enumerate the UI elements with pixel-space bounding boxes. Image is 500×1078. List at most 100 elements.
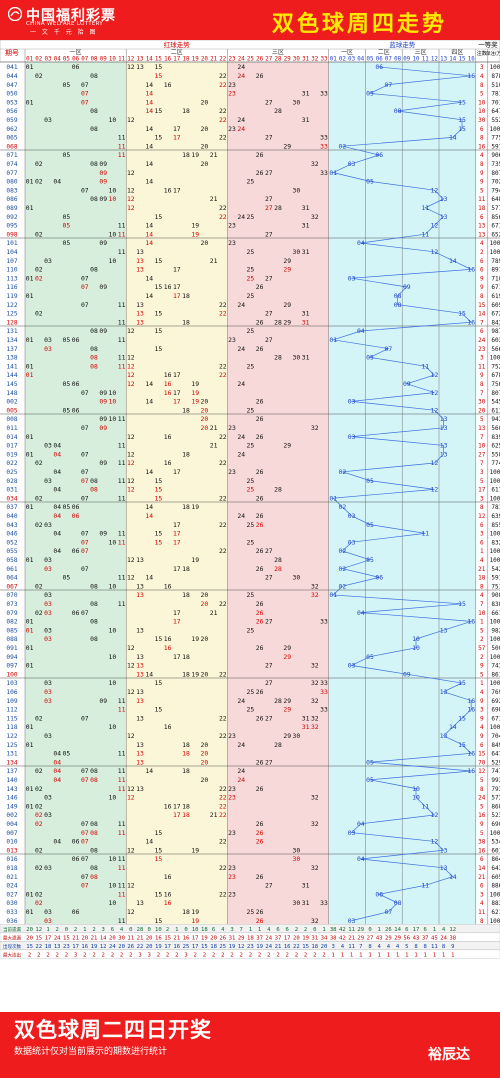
stats-value: 8 [414, 944, 418, 950]
red-ball: 13 [136, 310, 144, 318]
red-ball: 16 [164, 81, 172, 89]
red-ball: 21 [210, 442, 218, 450]
prize-amount: 769 [491, 689, 500, 696]
prize-count: 13 [478, 425, 486, 432]
red-ball: 12 [127, 846, 135, 854]
red-ball: 27 [265, 310, 273, 318]
period-number: 050 [6, 91, 17, 98]
prize-amount: 619 [491, 293, 500, 300]
red-col-head: 25 [247, 57, 254, 63]
stats-value: 37 [256, 935, 263, 941]
red-ball: 07 [81, 714, 89, 722]
red-ball: 01 [26, 503, 34, 511]
blue-ball: 05 [366, 354, 374, 362]
red-ball: 30 [293, 354, 301, 362]
red-ball: 12 [127, 450, 135, 458]
period-number: 056 [6, 108, 17, 115]
period-number: 074 [6, 161, 17, 168]
prize-amount: 591 [491, 575, 500, 582]
red-ball: 03 [44, 257, 52, 265]
red-ball: 16 [164, 433, 172, 441]
blue-ball: 11 [421, 230, 429, 238]
prize-count: 12 [478, 513, 486, 520]
blue-ball: 16 [467, 697, 475, 705]
red-ball: 32 [311, 697, 319, 705]
red-ball: 13 [136, 556, 144, 564]
red-ball: 15 [155, 486, 163, 494]
red-col-head: 26 [256, 57, 263, 63]
footer-brand: 裕辰达 [428, 1047, 470, 1063]
stats-value: 2 [56, 952, 59, 958]
prize-count: 3 [480, 495, 484, 502]
red-ball: 25 [247, 266, 255, 274]
blue-ball: 08 [394, 292, 402, 300]
red-ball: 16 [164, 899, 172, 907]
red-ball: 07 [81, 820, 89, 828]
red-ball: 26 [256, 565, 264, 573]
header-zone3: 三区 [272, 49, 284, 56]
stats-value: 15 [26, 944, 33, 950]
prize-amount: 625 [491, 443, 500, 450]
red-ball: 26 [256, 318, 264, 326]
blue-ball: 15 [458, 714, 466, 722]
red-ball: 15 [155, 477, 163, 485]
period-number: 140 [6, 777, 17, 784]
prize-count: 8 [480, 135, 484, 142]
stats-value: 1 [368, 952, 371, 958]
period-number: 005 [6, 407, 17, 414]
red-ball: 10 [109, 415, 117, 423]
red-ball: 20 [201, 98, 209, 106]
red-col-head: 01 [26, 57, 33, 63]
stats-value: 8 [424, 944, 428, 950]
red-ball: 31 [302, 310, 310, 318]
period-number: 046 [6, 531, 17, 538]
period-number: 028 [6, 478, 17, 485]
stats-value: 24 [265, 944, 272, 950]
red-ball: 02 [35, 178, 43, 186]
red-ball: 10 [109, 626, 117, 634]
red-ball: 14 [145, 81, 153, 89]
period-number: 030 [6, 900, 17, 907]
red-ball: 07 [81, 274, 89, 282]
red-ball: 24 [237, 767, 245, 775]
stats-value: 16 [155, 935, 162, 941]
blue-ball: 05 [366, 178, 374, 186]
prize-count: 18 [478, 205, 486, 212]
red-ball: 20 [201, 591, 209, 599]
blue-ball: 03 [348, 274, 356, 282]
stats-value: 5 [405, 944, 408, 950]
red-ball: 03 [44, 336, 52, 344]
red-ball: 31 [302, 222, 310, 230]
red-ball: 26 [256, 468, 264, 476]
prize-amount: 838 [491, 601, 500, 608]
blue-ball: 03 [348, 917, 356, 925]
red-ball: 14 [145, 142, 153, 150]
red-ball: 03 [44, 679, 52, 687]
header-red-trend: 红球走势 [164, 40, 191, 49]
red-ball: 11 [118, 750, 126, 758]
red-ball: 11 [118, 574, 126, 582]
stats-value: 2 [203, 952, 206, 958]
red-ball: 33 [320, 706, 328, 714]
period-number: 041 [6, 64, 17, 71]
red-ball: 10 [109, 794, 117, 802]
blue-ball: 03 [348, 433, 356, 441]
stats-value: 29 [394, 935, 401, 941]
prize-count: 70 [478, 759, 486, 766]
prize-count: 23 [478, 346, 486, 353]
blue-ball: 06 [375, 151, 383, 159]
red-ball: 14 [145, 178, 153, 186]
period-number: 002 [6, 812, 17, 819]
stats-value: 1 [414, 952, 417, 958]
red-ball: 11 [118, 354, 126, 362]
red-ball: 18 [182, 565, 190, 573]
red-ball: 15 [155, 257, 163, 265]
stats-value: 2 [322, 952, 325, 958]
red-ball: 06 [72, 380, 80, 388]
red-ball: 13 [136, 670, 144, 678]
red-ball: 06 [72, 855, 80, 863]
period-number: 059 [6, 117, 17, 124]
red-ball: 04 [53, 547, 61, 555]
